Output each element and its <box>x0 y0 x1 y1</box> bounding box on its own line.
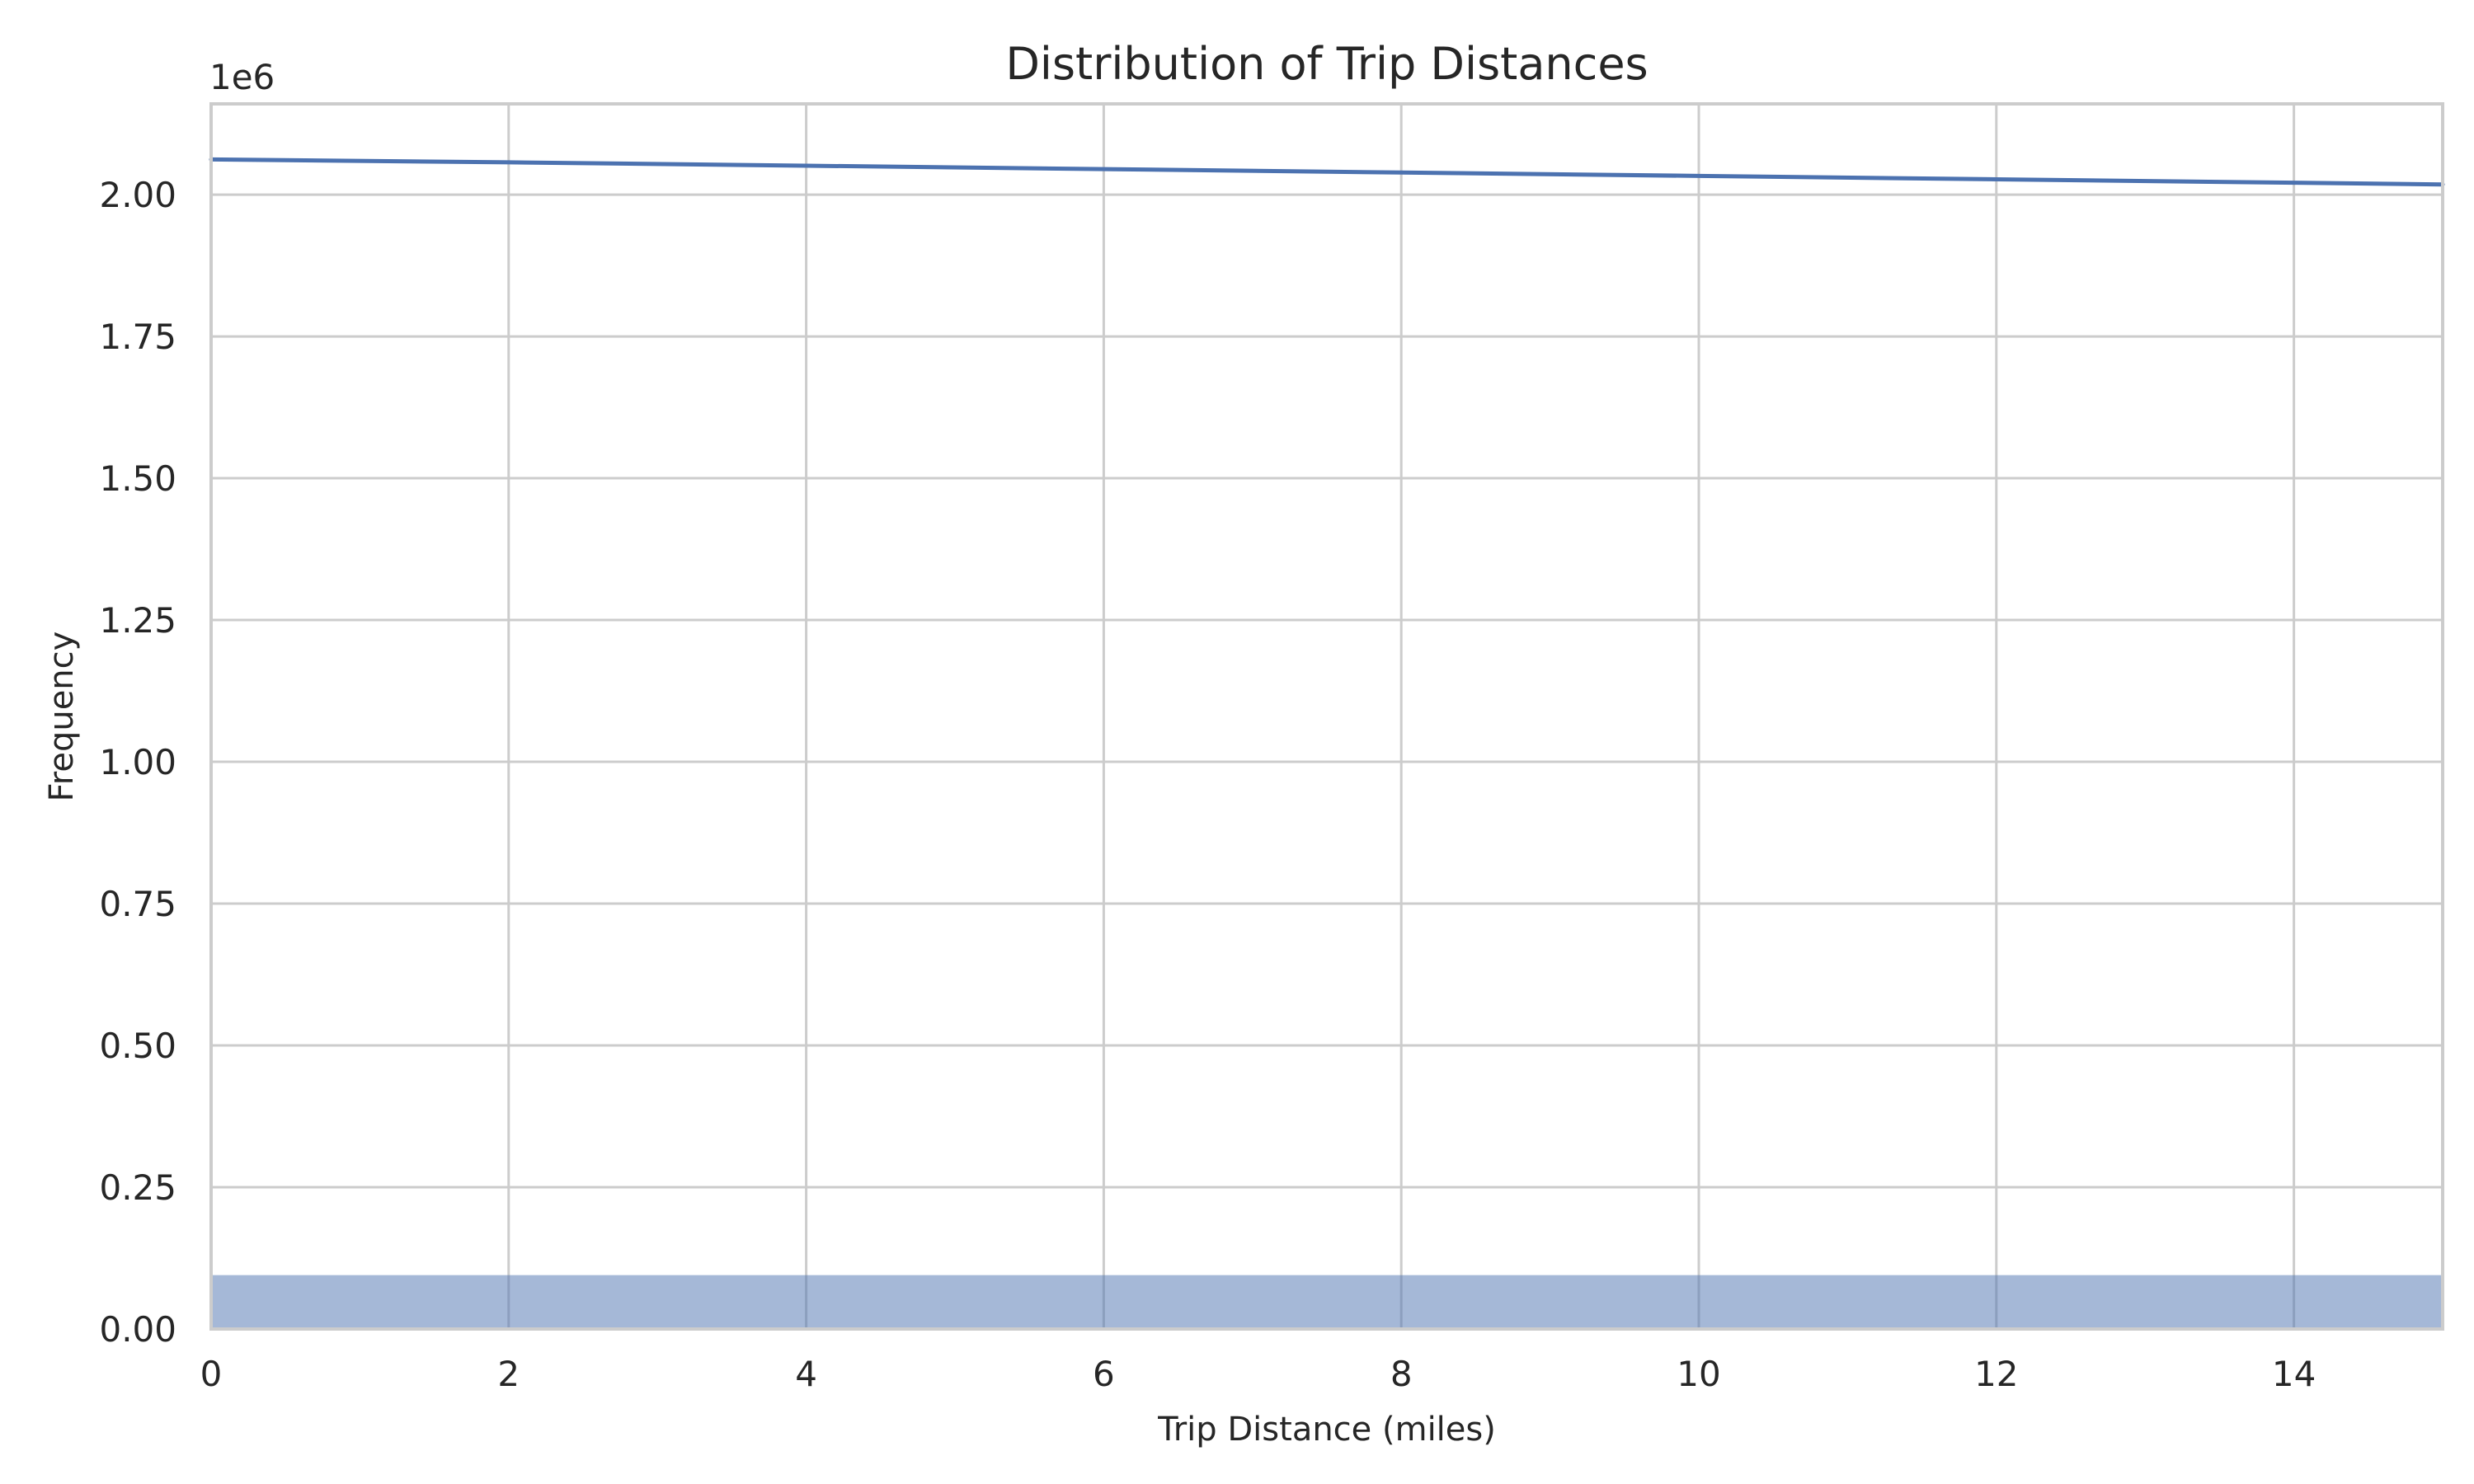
x-tick-label-14: 14 <box>2272 1354 2316 1394</box>
x-tick-label-12: 12 <box>1974 1354 2018 1394</box>
y-tick-label-1.50: 1.50 <box>99 458 176 499</box>
plot-frame <box>209 102 2444 1331</box>
y-tick-label-0.50: 0.50 <box>99 1026 176 1066</box>
y-tick-label-1.25: 1.25 <box>99 600 176 641</box>
y-tick-label-1.00: 1.00 <box>99 742 176 782</box>
y-tick-label-1.75: 1.75 <box>99 317 176 357</box>
bars-layer <box>211 1275 2443 1329</box>
kde-density-line <box>209 157 2445 187</box>
chart-title: Distribution of Trip Distances <box>1005 38 1648 90</box>
y-tick-label-0.75: 0.75 <box>99 884 176 924</box>
y-tick-label-2.00: 2.00 <box>99 175 176 215</box>
y-axis-label: Frequency <box>43 632 81 802</box>
y-tick-labels: 0.00 0.25 0.50 0.75 1.00 1.25 1.50 1.75 2.00 <box>99 175 176 1350</box>
grid-layer <box>211 104 2443 1329</box>
histogram-bar-0 <box>211 1275 2443 1329</box>
x-tick-label-10: 10 <box>1677 1354 1720 1394</box>
x-tick-labels: 0 2 4 6 8 10 12 14 <box>200 1354 2316 1394</box>
y-axis-offset-label: 1e6 <box>209 57 275 97</box>
x-tick-label-2: 2 <box>497 1354 520 1394</box>
kde-line-layer <box>209 157 2445 187</box>
x-axis-label: Trip Distance (miles) <box>1157 1411 1496 1449</box>
x-tick-label-4: 4 <box>795 1354 817 1394</box>
x-tick-label-6: 6 <box>1093 1354 1115 1394</box>
y-tick-label-0.00: 0.00 <box>99 1309 176 1350</box>
y-tick-label-0.25: 0.25 <box>99 1167 176 1208</box>
x-tick-label-8: 8 <box>1390 1354 1413 1394</box>
x-tick-label-0: 0 <box>200 1354 223 1394</box>
